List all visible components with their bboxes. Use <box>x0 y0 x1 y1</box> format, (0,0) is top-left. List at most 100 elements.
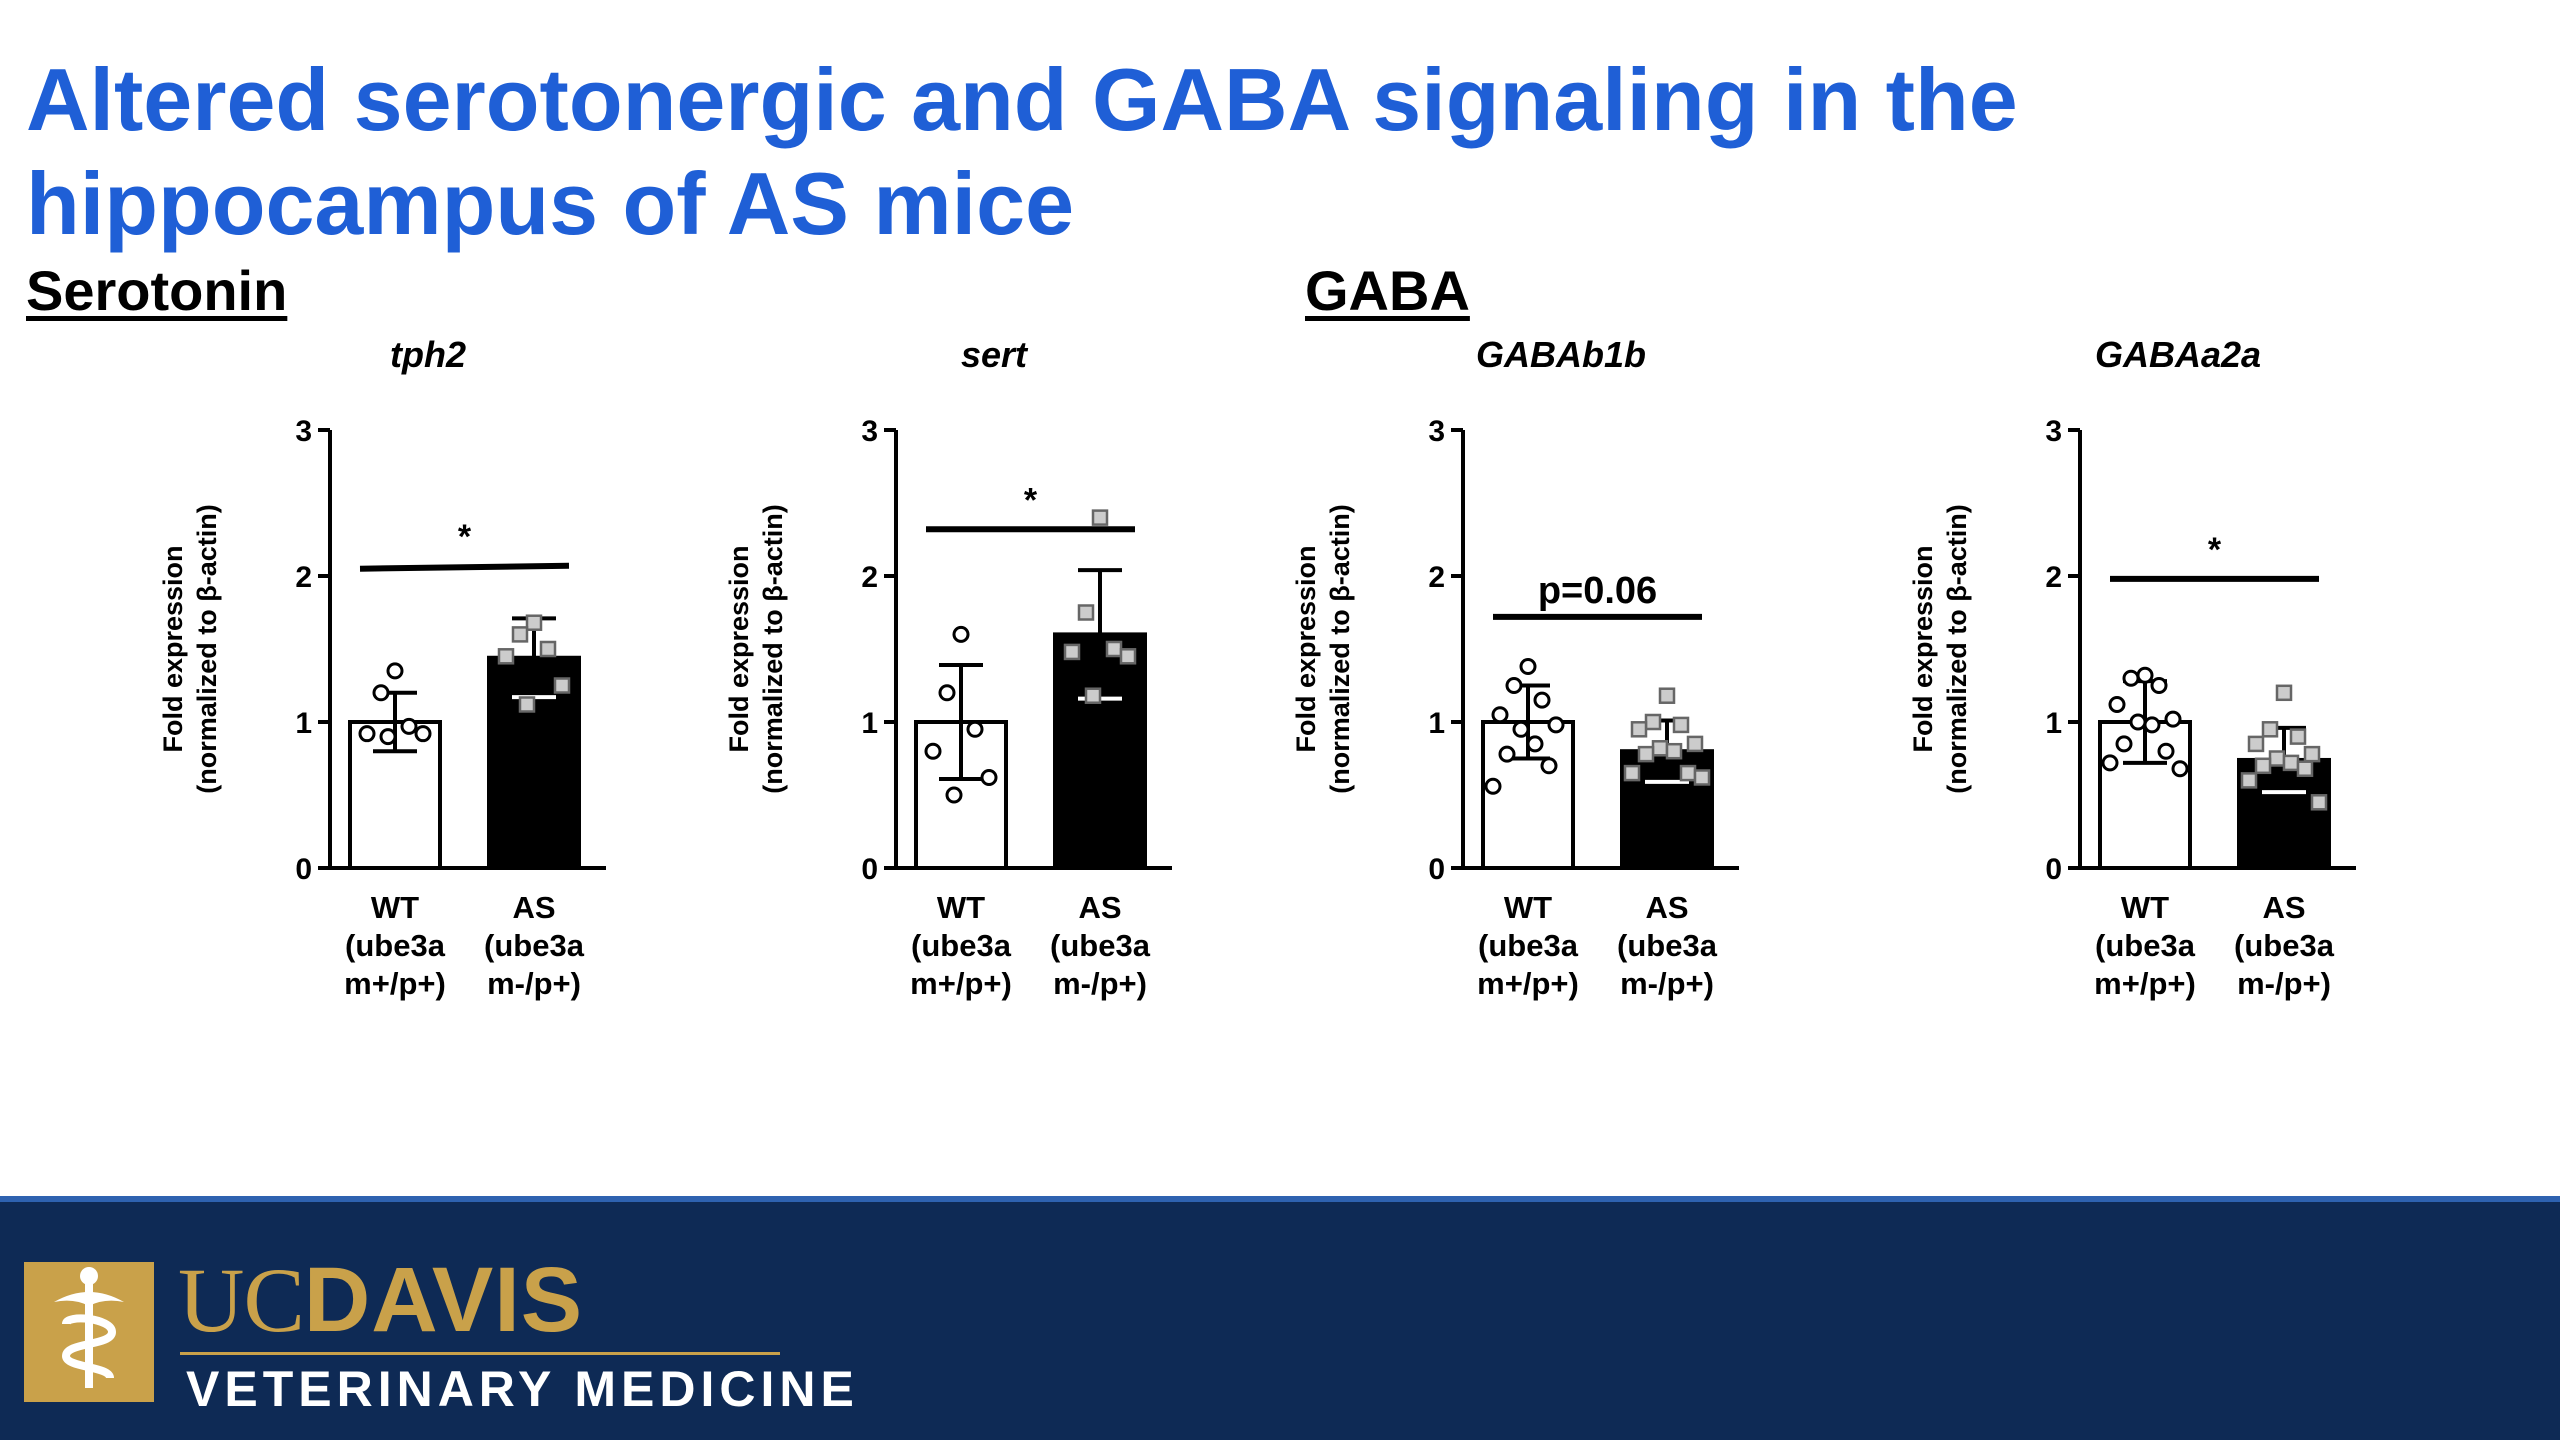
x-category-label: m+/p+) <box>1477 966 1579 1001</box>
data-point-as <box>2275 684 2293 702</box>
data-point-wt <box>2129 713 2147 731</box>
data-point-wt <box>980 768 998 786</box>
data-point-as <box>1672 716 1690 734</box>
y-axis-label-line-2: (normalized to β-actin) <box>1325 504 1355 794</box>
x-category-label: m-/p+) <box>487 966 581 1001</box>
data-point-wt <box>938 684 956 702</box>
data-point-as <box>1084 687 1102 704</box>
data-point-wt <box>372 684 390 702</box>
data-point-wt <box>945 786 963 804</box>
y-axis-label-line-2: (normalized to β-actin) <box>1942 504 1972 794</box>
data-point-as <box>1651 740 1669 757</box>
data-point-as <box>2261 721 2279 738</box>
significance-label: p=0.06 <box>1538 570 1657 612</box>
brand-divider <box>180 1352 780 1355</box>
data-point-as <box>2296 760 2314 777</box>
data-point-wt <box>2164 710 2182 728</box>
data-point-wt <box>386 662 404 680</box>
chart-gabab1b: GABAb1b Fold expression (normalized to β-a… <box>1291 334 1739 1001</box>
caduceus-icon <box>54 1267 124 1388</box>
data-point-wt <box>358 725 376 743</box>
x-category-label: (ube3a <box>1617 928 1718 963</box>
data-point-wt <box>1533 691 1551 709</box>
chart-panel-sert: sert Fold expression (normalized to β-acti… <box>706 320 1266 1020</box>
y-tick-label: 3 <box>861 415 878 448</box>
caduceus-logo-icon <box>24 1262 154 1402</box>
section-heading-gaba: GABA <box>1305 259 1470 322</box>
data-point-wt <box>1498 745 1516 763</box>
data-point-as <box>2240 772 2258 789</box>
significance-label: * <box>1024 481 1038 519</box>
footer-banner: UCDAVIS VETERINARY MEDICINE <box>0 1196 2560 1440</box>
chart-title: GABAa2a <box>2095 334 2261 375</box>
data-point-as <box>1693 769 1711 786</box>
data-point-as <box>2282 754 2300 772</box>
data-point-as <box>497 648 515 665</box>
data-point-wt <box>2171 760 2189 778</box>
x-category-label: m+/p+) <box>2094 966 2196 1001</box>
data-point-wt <box>2108 695 2126 713</box>
x-category-label: m-/p+) <box>1620 966 1714 1001</box>
data-point-wt <box>414 725 432 743</box>
data-point-as <box>1679 764 1697 782</box>
data-point-wt <box>1512 720 1530 738</box>
data-point-as <box>1063 643 1081 661</box>
chart-panel-gabaa2a: GABAa2a Fold expression (normalized to β-a… <box>1890 320 2450 1020</box>
x-category-label: WT <box>937 890 985 925</box>
x-category-label: (ube3a <box>1050 928 1151 963</box>
slide-title: Altered serotonergic and GABA signaling … <box>26 48 2226 256</box>
data-point-as <box>2303 745 2321 763</box>
x-category-label: m+/p+) <box>910 966 1012 1001</box>
data-point-as <box>1077 604 1095 621</box>
data-point-as <box>2310 794 2328 811</box>
x-category-label: AS <box>1078 890 1121 925</box>
significance-label: * <box>458 518 472 556</box>
x-category-label: (ube3a <box>2095 928 2196 963</box>
x-category-label: m-/p+) <box>1053 966 1147 1001</box>
y-tick-label: 1 <box>2045 707 2062 740</box>
y-tick-label: 2 <box>1428 561 1445 594</box>
data-point-as <box>553 677 571 694</box>
x-category-label: (ube3a <box>345 928 446 963</box>
data-point-wt <box>1519 658 1537 676</box>
data-point-as <box>1105 640 1123 658</box>
data-point-as <box>1665 742 1683 760</box>
brand-wordmark: UCDAVIS <box>178 1254 583 1346</box>
chart-tph2: tph2 Fold expression (normalized to β-acti… <box>158 334 606 1001</box>
data-point-wt <box>2136 666 2154 684</box>
x-category-label: (ube3a <box>1478 928 1579 963</box>
brand-davis: DAVIS <box>303 1249 584 1351</box>
y-tick-label: 0 <box>1428 853 1445 886</box>
data-point-as <box>1637 745 1655 763</box>
data-point-wt <box>1491 706 1509 724</box>
y-tick-label: 2 <box>2045 561 2062 594</box>
chart-gabaa2a: GABAa2a Fold expression (normalized to β-a… <box>1908 334 2356 1001</box>
y-axis-label-line-1: Fold expression <box>158 545 188 752</box>
data-point-wt <box>400 717 418 735</box>
y-axis-label-line-2: (normalized to β-actin) <box>758 504 788 794</box>
y-tick-label: 3 <box>1428 415 1445 448</box>
x-category-label: WT <box>2121 890 2169 925</box>
data-point-as <box>2254 757 2272 775</box>
y-tick-label: 1 <box>1428 707 1445 740</box>
data-point-wt <box>2122 669 2140 687</box>
x-category-label: WT <box>371 890 419 925</box>
y-tick-label: 1 <box>295 707 312 740</box>
data-point-as <box>2247 735 2265 753</box>
x-category-label: AS <box>512 890 555 925</box>
x-category-label: WT <box>1504 890 1552 925</box>
data-point-wt <box>1526 735 1544 753</box>
data-point-as <box>539 640 557 658</box>
data-point-wt <box>924 742 942 760</box>
x-category-label: AS <box>1645 890 1688 925</box>
data-point-as <box>1644 713 1662 731</box>
chart-panel-gabab1b: GABAb1b Fold expression (normalized to β-a… <box>1273 320 1833 1020</box>
x-category-label: AS <box>2262 890 2305 925</box>
data-point-wt <box>2143 716 2161 734</box>
y-tick-label: 2 <box>295 561 312 594</box>
chart-title: GABAb1b <box>1476 334 1646 375</box>
y-tick-label: 0 <box>295 853 312 886</box>
chart-title: sert <box>961 334 1029 375</box>
y-tick-label: 3 <box>295 415 312 448</box>
y-axis-label-line-1: Fold expression <box>1908 545 1938 752</box>
